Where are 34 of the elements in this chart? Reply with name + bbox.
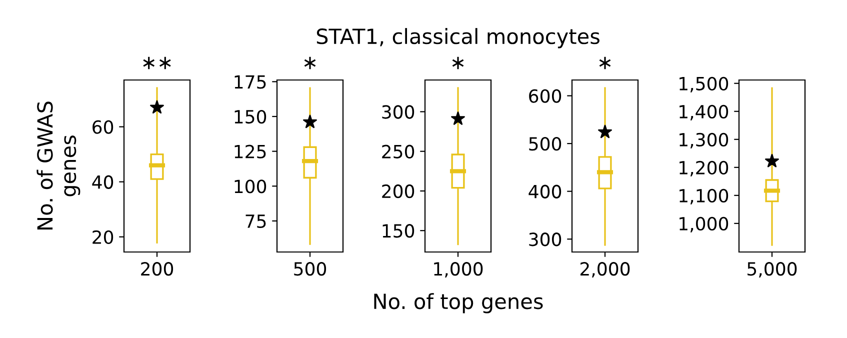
y-tick-label: 20 <box>92 230 114 244</box>
y-tick-label: 600 <box>529 89 562 103</box>
y-tick-label: 150 <box>234 110 266 124</box>
y-tick-label: 40 <box>92 175 114 189</box>
y-tick-label: 100 <box>234 180 266 194</box>
y-tick-label: 250 <box>382 144 414 158</box>
text: ∗∗ <box>143 56 171 70</box>
x-tick-label: 200 <box>141 262 174 276</box>
y-tick-label: 500 <box>529 137 562 151</box>
y-tick-label: 200 <box>382 184 414 198</box>
y-axis-title: No. of GWAS genes <box>36 102 80 230</box>
y-tick-label: 60 <box>92 120 114 134</box>
y-tick-label: 1,100 <box>680 188 728 204</box>
y-tick-label: 75 <box>246 214 266 228</box>
y-tick-label: 125 <box>234 144 266 158</box>
text: ∗ <box>452 56 464 70</box>
y-tick-label: 175 <box>234 75 266 89</box>
x-tick-label: 5,000 <box>748 262 797 278</box>
text: ∗ <box>599 56 611 70</box>
y-tick-label: 1,500 <box>680 76 728 92</box>
chart-title: STAT1, classical monocytes <box>316 28 600 48</box>
y-tick-label: 300 <box>382 105 414 119</box>
text: ∗ <box>304 56 316 70</box>
y-tick-label: 400 <box>528 184 562 198</box>
y-tick-label: 300 <box>529 232 562 246</box>
x-tick-label: 500 <box>294 262 326 276</box>
x-tick-label: 2,000 <box>580 262 630 278</box>
y-tick-label: 1,400 <box>680 104 728 120</box>
y-tick-label: 150 <box>382 224 414 238</box>
x-tick-label: 1,000 <box>434 262 483 278</box>
y-tick-label: 1,300 <box>680 132 728 148</box>
x-axis-title: No. of top genes <box>374 293 543 314</box>
y-tick-label: 1,200 <box>680 160 728 176</box>
y-tick-label: 1,000 <box>680 216 728 232</box>
